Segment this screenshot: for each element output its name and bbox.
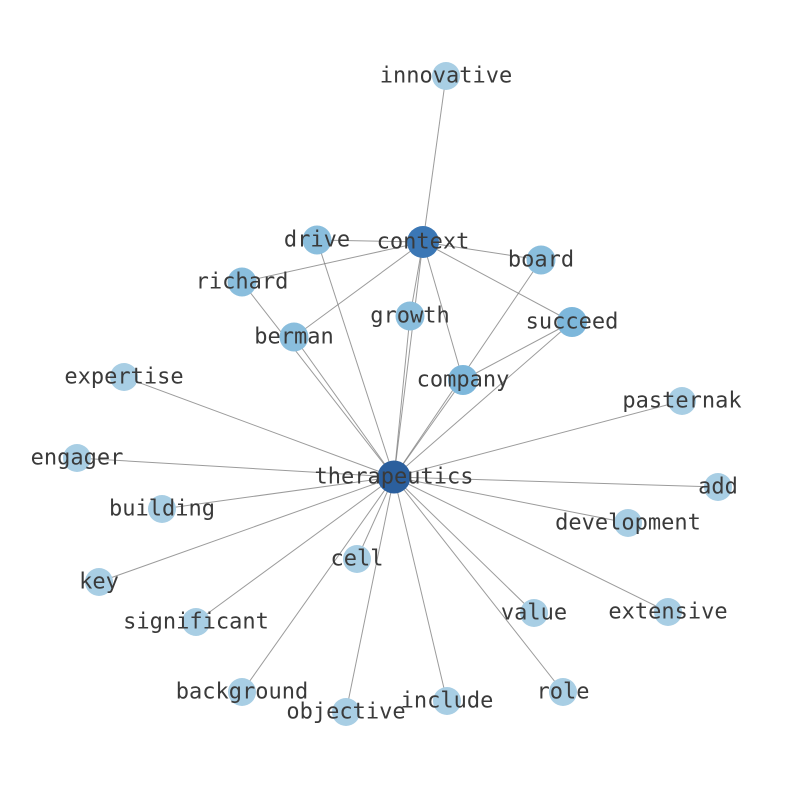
edge-therapeutics-succeed xyxy=(393,321,573,478)
node-label-company: company xyxy=(417,368,510,393)
node-role xyxy=(549,678,577,706)
node-label-innovative: innovative xyxy=(380,64,512,89)
edge-therapeutics-background xyxy=(241,476,395,693)
node-label-role: role xyxy=(537,680,590,705)
node-label-objective: objective xyxy=(286,700,405,725)
node-value xyxy=(520,599,548,627)
edge-context-richard xyxy=(241,241,424,283)
node-label-board: board xyxy=(508,248,574,273)
node-label-expertise: expertise xyxy=(64,365,183,390)
edge-therapeutics-add xyxy=(393,476,719,488)
node-therapeutics xyxy=(377,460,411,494)
edge-context-berman xyxy=(293,241,424,338)
node-label-berman: berman xyxy=(254,325,333,350)
edge-therapeutics-value xyxy=(393,476,535,614)
edge-context-drive xyxy=(316,239,424,243)
node-label-development: development xyxy=(555,511,701,536)
node-label-succeed: succeed xyxy=(526,310,619,335)
node-innovative xyxy=(432,62,460,90)
labels-layer: innovative context drive board richard growth… xyxy=(31,64,742,725)
node-objective xyxy=(332,698,360,726)
node-berman xyxy=(279,322,309,352)
node-development xyxy=(614,509,642,537)
node-company xyxy=(448,365,478,395)
node-building xyxy=(148,495,176,523)
node-label-context: context xyxy=(377,230,470,255)
edge-context-board xyxy=(422,241,542,261)
node-label-significant: significant xyxy=(123,610,269,635)
node-engager xyxy=(63,444,91,472)
node-growth xyxy=(395,301,425,331)
edge-therapeutics-objective xyxy=(345,476,395,713)
edge-therapeutics-company xyxy=(393,379,464,478)
edge-therapeutics-pasternak xyxy=(393,400,683,478)
node-label-growth: growth xyxy=(370,304,449,329)
edge-therapeutics-significant xyxy=(195,476,395,623)
nodes-layer xyxy=(63,62,732,726)
edge-therapeutics-expertise xyxy=(123,376,395,478)
node-add xyxy=(704,473,732,501)
edge-therapeutics-drive xyxy=(316,239,395,478)
node-significant xyxy=(182,608,210,636)
edge-therapeutics-extensive xyxy=(393,476,669,613)
node-key xyxy=(85,568,113,596)
node-drive xyxy=(302,225,332,255)
edge-context-company xyxy=(422,241,464,381)
node-label-building: building xyxy=(109,497,215,522)
node-label-engager: engager xyxy=(31,446,124,471)
node-label-drive: drive xyxy=(284,228,350,253)
edge-company-succeed xyxy=(462,321,573,381)
edge-therapeutics-richard xyxy=(241,281,395,478)
node-expertise xyxy=(110,363,138,391)
edge-therapeutics-growth xyxy=(393,315,411,478)
node-extensive xyxy=(654,598,682,626)
node-label-pasternak: pasternak xyxy=(622,389,741,414)
node-board xyxy=(526,245,556,275)
edge-context-therapeutics xyxy=(393,241,424,478)
node-include xyxy=(433,687,461,715)
edge-therapeutics-development xyxy=(393,476,629,524)
node-label-richard: richard xyxy=(196,270,289,295)
node-background xyxy=(228,678,256,706)
node-label-extensive: extensive xyxy=(608,600,727,625)
edge-therapeutics-berman xyxy=(293,336,395,478)
node-label-cell: cell xyxy=(331,547,384,572)
node-context xyxy=(407,226,439,258)
node-cell xyxy=(343,545,371,573)
node-label-key: key xyxy=(79,570,119,595)
edge-therapeutics-key xyxy=(98,476,395,583)
node-label-background: background xyxy=(176,680,308,705)
edge-context-succeed xyxy=(422,241,573,323)
node-succeed xyxy=(557,307,587,337)
edge-therapeutics-engager xyxy=(76,457,395,478)
edge-therapeutics-building xyxy=(161,476,395,510)
node-label-add: add xyxy=(698,475,738,500)
edge-therapeutics-role xyxy=(393,476,564,693)
node-pasternak xyxy=(668,387,696,415)
edge-context-innovative xyxy=(422,75,447,243)
node-label-include: include xyxy=(401,689,494,714)
node-richard xyxy=(227,267,257,297)
edge-therapeutics-include xyxy=(393,476,448,702)
node-label-value: value xyxy=(501,601,567,626)
node-label-therapeutics: therapeutics xyxy=(315,465,474,490)
